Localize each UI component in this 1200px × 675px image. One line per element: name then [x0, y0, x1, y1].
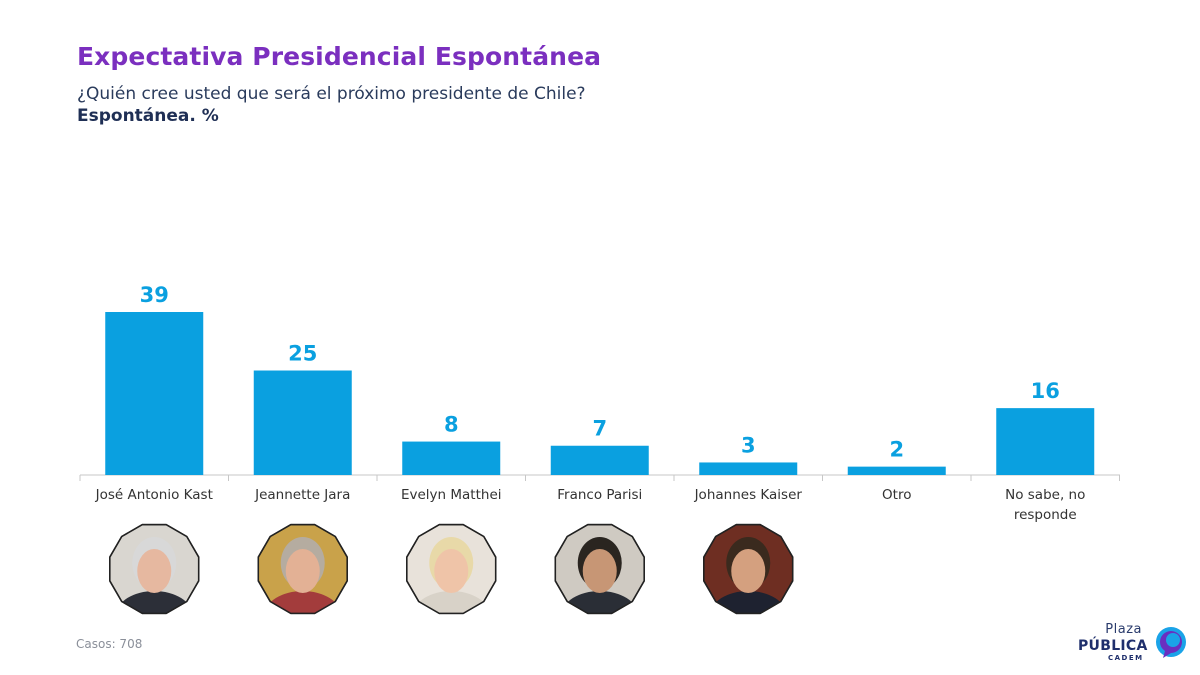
category-label: José Antonio Kast [95, 487, 213, 503]
bar-value-label: 3 [741, 433, 756, 457]
logo-line3: CADEM [1108, 654, 1144, 662]
category-label: Jeannette Jara [254, 487, 350, 503]
speech-bubble-logo-icon [1156, 627, 1186, 658]
bar [847, 466, 946, 475]
category-label: Johannes Kaiser [694, 487, 803, 503]
category-label: Franco Parisi [557, 487, 642, 503]
chart-title: Expectativa Presidencial Espontánea [77, 42, 602, 71]
logo-line1: Plaza [1105, 622, 1142, 637]
parisi-photo [554, 523, 645, 615]
cases-note: Casos: 708 [76, 637, 143, 651]
logo-line2: PÚBLICA [1078, 638, 1148, 654]
chart-subtitle: ¿Quién cree usted que será el próximo pr… [77, 84, 586, 104]
bar [550, 445, 649, 475]
bar-value-label: 25 [288, 342, 317, 366]
bar-value-label: 2 [889, 438, 904, 462]
bar [699, 462, 798, 475]
bar-value-label: 16 [1031, 379, 1060, 403]
kaiser-photo [703, 523, 794, 615]
plaza-publica-logo: Plaza PÚBLICA CADEM [1075, 622, 1190, 662]
category-label: Evelyn Matthei [401, 487, 502, 503]
jara-photo [257, 523, 348, 615]
bar [402, 441, 501, 475]
bar [253, 370, 352, 475]
bar-value-label: 7 [592, 417, 607, 441]
bar [105, 312, 204, 475]
unit-label: Espontánea. % [77, 106, 219, 126]
kast-photo [109, 523, 200, 615]
bar-value-label: 39 [140, 283, 169, 307]
bar-value-label: 8 [444, 413, 459, 437]
category-label: Otro [882, 487, 911, 503]
category-label: No sabe, no responde [1005, 487, 1085, 523]
matthei-photo [406, 523, 497, 615]
bar [996, 408, 1095, 475]
